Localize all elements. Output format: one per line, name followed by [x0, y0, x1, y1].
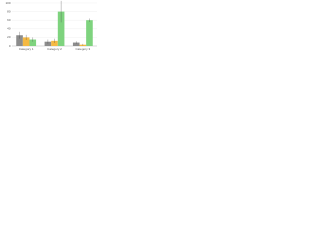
chart: 0 20 40 60 80 100 Category 1 Category 2 Category… [5, 1, 97, 51]
x-tick-label: Category 3 [75, 47, 90, 51]
x-tick-label: Category 2 [47, 47, 62, 51]
bar [51, 40, 58, 46]
bar [57, 11, 65, 47]
y-tick-label: 60 [7, 18, 11, 22]
bar [72, 42, 80, 46]
x-tick-label: Category 1 [19, 47, 34, 51]
bar [22, 37, 30, 46]
y-tick-label: 100 [5, 1, 10, 5]
y-tick-label: 80 [7, 9, 11, 13]
y-tick-label: 20 [7, 35, 11, 39]
y-tick-label: 0 [9, 44, 11, 48]
bar [16, 35, 23, 46]
bar [86, 20, 93, 46]
y-tick-label: 40 [7, 27, 11, 31]
bar [29, 39, 37, 46]
page: {"chart_data": {"type": "bar", "categori… [0, 0, 100, 57]
